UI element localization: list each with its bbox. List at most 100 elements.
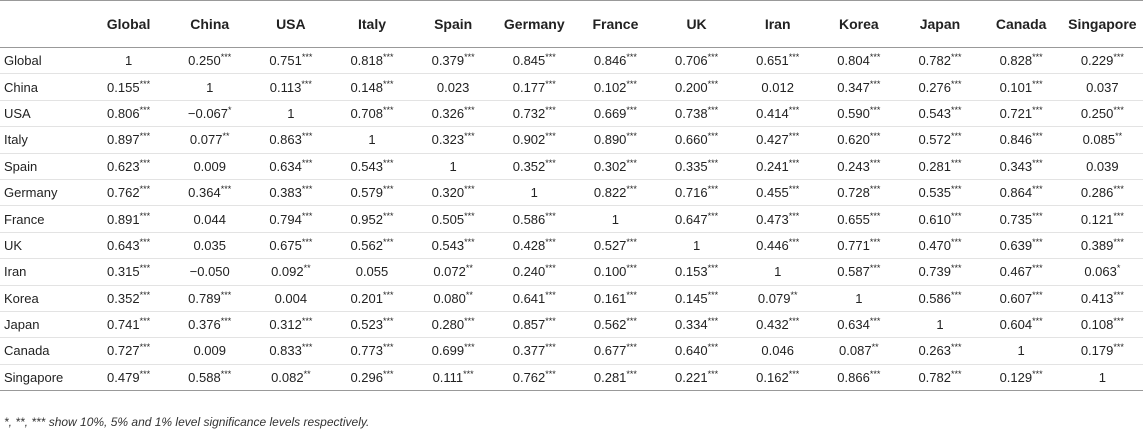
table-cell: 0.427*** (737, 126, 819, 154)
significance-marker: *** (1113, 184, 1124, 195)
significance-marker: *** (383, 289, 394, 300)
significance-marker: *** (301, 210, 313, 221)
significance-marker: *** (545, 263, 556, 274)
table-cell: 1 (737, 258, 819, 286)
table-cell: 0.806*** (88, 100, 170, 128)
significance-marker: ** (465, 263, 473, 274)
cell-value: 0.276 (918, 79, 951, 95)
significance-marker: *** (139, 131, 151, 142)
significance-marker: *** (869, 184, 881, 195)
significance-marker: *** (301, 131, 313, 142)
row-header: Spain (0, 153, 88, 180)
table-cell: 0.276*** (899, 73, 981, 101)
cell-value: 0.162 (756, 369, 789, 385)
significance-marker: *** (139, 210, 151, 221)
column-header: China (169, 0, 251, 48)
cell-value: 0.586 (918, 290, 951, 306)
significance-marker: *** (1032, 263, 1043, 274)
table-cell: 0.129*** (980, 364, 1062, 392)
table-cell: 0.037 (1061, 73, 1143, 101)
cell-value: 0.055 (355, 264, 389, 280)
table-cell: 0.315*** (88, 258, 170, 286)
cell-value: 0.035 (193, 237, 226, 253)
significance-marker: *** (1113, 104, 1124, 115)
cell-value: 0.543 (350, 158, 383, 174)
significance-marker: *** (139, 289, 151, 300)
cell-value: 0.641 (512, 290, 546, 306)
significance-marker: *** (139, 157, 151, 168)
table-cell: 0.250*** (1061, 100, 1143, 128)
cell-value: 0.240 (512, 264, 546, 280)
table-cell: 0.762*** (88, 179, 170, 207)
significance-marker: *** (707, 131, 719, 142)
significance-marker: *** (220, 184, 232, 195)
table-cell: 1 (169, 73, 251, 101)
significance-marker: *** (788, 184, 800, 195)
significance-marker: *** (464, 342, 475, 353)
cell-value: 0.891 (107, 211, 140, 227)
cell-value: 0.647 (675, 211, 708, 227)
header-row: Global China USA Italy Spain Germany France UK I… (0, 0, 1143, 48)
table-cell: 0.446*** (737, 232, 819, 260)
cell-value: 0.044 (193, 211, 226, 227)
cell-value: 0.383 (269, 185, 302, 201)
row-header: UK (0, 232, 88, 260)
table-cell: 0.660*** (655, 126, 738, 154)
table-cell: 0.145*** (655, 285, 738, 312)
cell-value: 0.009 (193, 343, 226, 359)
significance-marker: *** (707, 368, 719, 379)
significance-marker: *** (139, 316, 151, 327)
table-cell: 0.312*** (250, 311, 332, 339)
significance-marker: ** (303, 263, 311, 274)
significance-marker: *** (950, 78, 962, 89)
cell-value: 0.846 (999, 132, 1033, 148)
table-cell: 0.738*** (655, 100, 738, 128)
table-cell: 0.113*** (250, 73, 332, 101)
cell-value: 0.177 (512, 79, 546, 95)
table-cell: 0.323*** (412, 126, 494, 154)
significance-marker: *** (139, 104, 151, 115)
significance-marker: *** (383, 342, 394, 353)
table-row: Korea 0.352*** 0.789*** 0.004 0.201*** 0.080*… (0, 285, 1143, 312)
table-cell: 0.782*** (899, 47, 981, 75)
column-header: Canada (980, 0, 1062, 48)
significance-marker: *** (869, 104, 881, 115)
table-cell: 0.376*** (169, 311, 251, 339)
table-cell: 0.286*** (1061, 179, 1143, 207)
cell-value: 0.716 (675, 185, 708, 201)
table-cell: 1 (250, 100, 332, 128)
cell-value: 1 (124, 53, 133, 69)
cell-value: −0.050 (189, 264, 230, 280)
cell-value: 0.794 (269, 211, 302, 227)
cell-value: 0.543 (918, 105, 951, 121)
cell-value: 0.446 (756, 237, 789, 253)
significance-marker: *** (707, 104, 719, 115)
significance-marker: *** (545, 368, 556, 379)
table-cell: 0.716*** (655, 179, 738, 207)
cell-value: 0.129 (999, 369, 1033, 385)
table-cell: 0.161*** (574, 285, 656, 312)
cell-value: 0.846 (593, 53, 627, 69)
cell-value: 0.315 (107, 264, 140, 280)
cell-value: 0.004 (274, 290, 308, 306)
table-row: UK 0.643*** 0.035 0.675*** 0.562*** 0.543*** 0… (0, 232, 1143, 260)
table-cell: 0.846*** (574, 47, 656, 75)
cell-value: 0.347 (837, 79, 870, 95)
cell-value: 0.092 (271, 264, 304, 280)
table-cell: 0.280*** (412, 311, 494, 339)
significance-marker: ** (1115, 131, 1123, 142)
table-cell: 0.455*** (737, 179, 819, 207)
table-cell: 0.281*** (899, 153, 981, 180)
cell-value: 0.739 (918, 264, 951, 280)
table-cell: 0.229*** (1061, 47, 1143, 75)
table-cell: 0.479*** (88, 364, 170, 392)
cell-value: 0.804 (837, 53, 870, 69)
column-header: France (574, 0, 656, 48)
table-cell: 0.263*** (899, 337, 981, 365)
column-header: Global (88, 0, 170, 48)
cell-value: 0.708 (350, 105, 383, 121)
cell-value: −0.067 (187, 105, 229, 121)
cell-value: 0.335 (675, 158, 708, 174)
cell-value: 0.639 (999, 237, 1033, 253)
